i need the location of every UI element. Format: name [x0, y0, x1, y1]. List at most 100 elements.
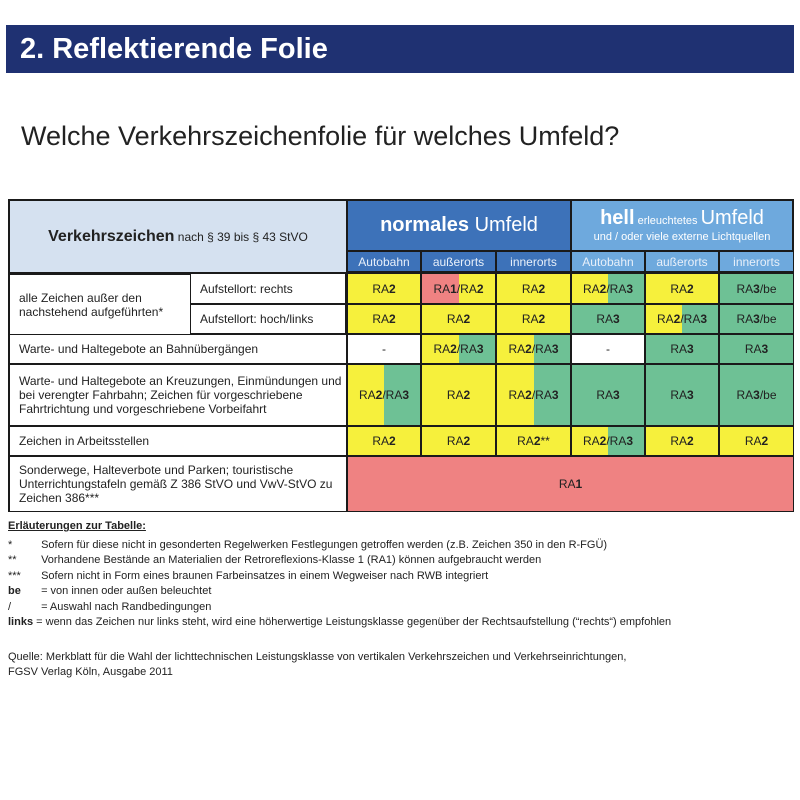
- class-value: RA2: [372, 281, 396, 296]
- class-cell: RA2: [720, 427, 793, 455]
- class-cell: RA2/RA3: [646, 305, 718, 333]
- header-main-rest: nach § 39 bis § 43 StVO: [174, 229, 308, 244]
- note-key: be: [8, 585, 21, 597]
- note-text: = Auswahl nach Randbedingungen: [41, 600, 212, 613]
- note-text: Sofern für diese nicht in gesonderten Re…: [41, 538, 608, 551]
- group-label-all-signs: alle Zeichen außer den nachstehend aufge…: [10, 275, 190, 334]
- class-value: -: [382, 342, 386, 356]
- class-value: RA2: [521, 312, 546, 326]
- class-cell: RA3/be: [720, 305, 793, 333]
- note-item: * Sofern für diese nicht in gesonderten …: [8, 538, 671, 554]
- note-item: be = von innen oder außen beleuchtet: [8, 584, 671, 600]
- class-value: RA2/RA3: [582, 434, 634, 448]
- reflective-foil-table: Verkehrszeichen nach § 39 bis § 43 StVO …: [8, 199, 794, 512]
- column-header-2: innerorts: [497, 252, 570, 271]
- header-normal-environment: normales Umfeld: [348, 201, 570, 250]
- class-cell: RA2: [497, 305, 570, 333]
- header-bright-bold: hell: [600, 207, 635, 229]
- class-value: RA2/RA3: [433, 342, 484, 356]
- class-value: RA2: [372, 434, 396, 448]
- class-value: RA2: [670, 434, 694, 448]
- note-text: = von innen oder außen beleuchtet: [41, 585, 212, 597]
- title-bar: 2. Reflektierende Folie: [6, 25, 794, 73]
- note-key: ***: [8, 569, 21, 582]
- note-item: *** Sofern nicht in Form eines braunen F…: [8, 569, 671, 585]
- note-key: /: [8, 600, 12, 613]
- source-line-1: Quelle: Merkblatt für die Wahl der licht…: [8, 651, 627, 663]
- column-header-5: innerorts: [720, 252, 793, 271]
- class-cell: -: [572, 335, 644, 363]
- header-main-bold: Verkehrszeichen: [48, 227, 175, 245]
- row-label: Sonderwege, Halteverbote und Parken; tou…: [10, 457, 346, 511]
- class-value: RA2: [446, 312, 471, 326]
- column-header-0: Autobahn: [348, 252, 420, 271]
- class-cell: RA3: [646, 365, 718, 425]
- row-label: Aufstellort: rechts: [191, 274, 345, 303]
- class-cell: RA2: [422, 365, 495, 425]
- class-value: RA2: [744, 434, 769, 448]
- class-cell: RA3/be: [720, 365, 793, 425]
- header-bright-small: erleuchtetes: [634, 215, 701, 227]
- class-value: -: [606, 342, 610, 356]
- row-label: Warte- und Haltegebote an Kreuzungen, Ei…: [10, 365, 346, 425]
- header-traffic-signs: Verkehrszeichen nach § 39 bis § 43 StVO: [10, 201, 346, 272]
- note-item: links = wenn das Zeichen nur links steht…: [8, 615, 671, 631]
- column-header-3: Autobahn: [572, 252, 644, 271]
- class-cell: RA3: [720, 335, 793, 363]
- class-value: RA2: [521, 281, 546, 296]
- column-header-1: außerorts: [422, 252, 495, 271]
- class-value: RA2/RA3: [582, 281, 634, 296]
- class-value: RA1/RA2: [433, 281, 484, 296]
- class-value: RA3: [596, 388, 620, 402]
- note-key: *: [8, 538, 13, 551]
- class-cell: -: [348, 335, 420, 363]
- source-citation: Quelle: Merkblatt für die Wahl der licht…: [8, 650, 626, 680]
- class-cell: RA2/RA3: [572, 274, 644, 303]
- header-normal-rest: Umfeld: [469, 214, 538, 236]
- class-cell: RA3: [572, 305, 644, 333]
- header-normal-bold: normales: [380, 214, 470, 236]
- note-key: links: [8, 616, 34, 628]
- note-text: Vorhandene Bestände an Materialien der R…: [41, 554, 542, 566]
- class-value: RA1: [558, 477, 583, 491]
- note-item: / = Auswahl nach Randbedingungen: [8, 600, 671, 616]
- notes-heading: Erläuterungen zur Tabelle:: [8, 520, 146, 532]
- class-value: RA2: [446, 434, 471, 448]
- header-bright-environment: hell erleuchtetes Umfeld und / oder viel…: [572, 201, 792, 250]
- class-value: RA2/RA3: [508, 342, 559, 356]
- note-item: ** Vorhandene Bestände an Materialien de…: [8, 553, 671, 569]
- class-cell: RA3: [646, 335, 718, 363]
- class-cell: RA2: [422, 427, 495, 455]
- note-text: Sofern nicht in Form eines braunen Farbe…: [41, 569, 489, 582]
- class-cell: RA2: [348, 427, 420, 455]
- class-cell: RA2**: [497, 427, 570, 455]
- class-cell: RA2/RA3: [422, 335, 495, 363]
- class-cell: RA2/RA3: [572, 427, 644, 455]
- class-cell: RA1/RA2: [422, 274, 495, 303]
- class-cell: RA2/RA3: [348, 365, 420, 425]
- note-text: = wenn das Zeichen nur links steht, wird…: [36, 616, 672, 628]
- class-value: RA3/be: [736, 312, 777, 326]
- class-value: RA2/RA3: [358, 388, 410, 402]
- class-cell: RA2/RA3: [497, 365, 570, 425]
- class-value: RA2: [670, 281, 694, 296]
- row-label: Aufstellort: hoch/links: [191, 305, 345, 333]
- source-line-2: FGSV Verlag Köln, Ausgabe 2011: [8, 666, 173, 678]
- class-value: RA3: [670, 388, 694, 402]
- row-label: Warte- und Haltegebote an Bahnübergängen: [10, 335, 346, 363]
- class-cell: RA2/RA3: [497, 335, 570, 363]
- class-value: RA2: [446, 388, 471, 402]
- class-value: RA2/RA3: [508, 388, 559, 402]
- header-bright-line2: und / oder viele externe Lichtquellen: [593, 231, 771, 243]
- class-value: RA3: [596, 312, 620, 326]
- class-value: RA3/be: [736, 281, 777, 296]
- class-cell: RA3/be: [720, 274, 793, 303]
- class-value: RA3: [744, 342, 769, 356]
- page-subtitle: Welche Verkehrszeichenfolie für welches …: [21, 121, 620, 151]
- class-cell: RA1: [348, 457, 793, 511]
- header-bright-rest: Umfeld: [700, 207, 764, 229]
- class-value: RA3: [670, 342, 694, 356]
- class-cell: RA2: [348, 274, 420, 303]
- class-cell: RA2: [497, 274, 570, 303]
- class-cell: RA2: [646, 427, 718, 455]
